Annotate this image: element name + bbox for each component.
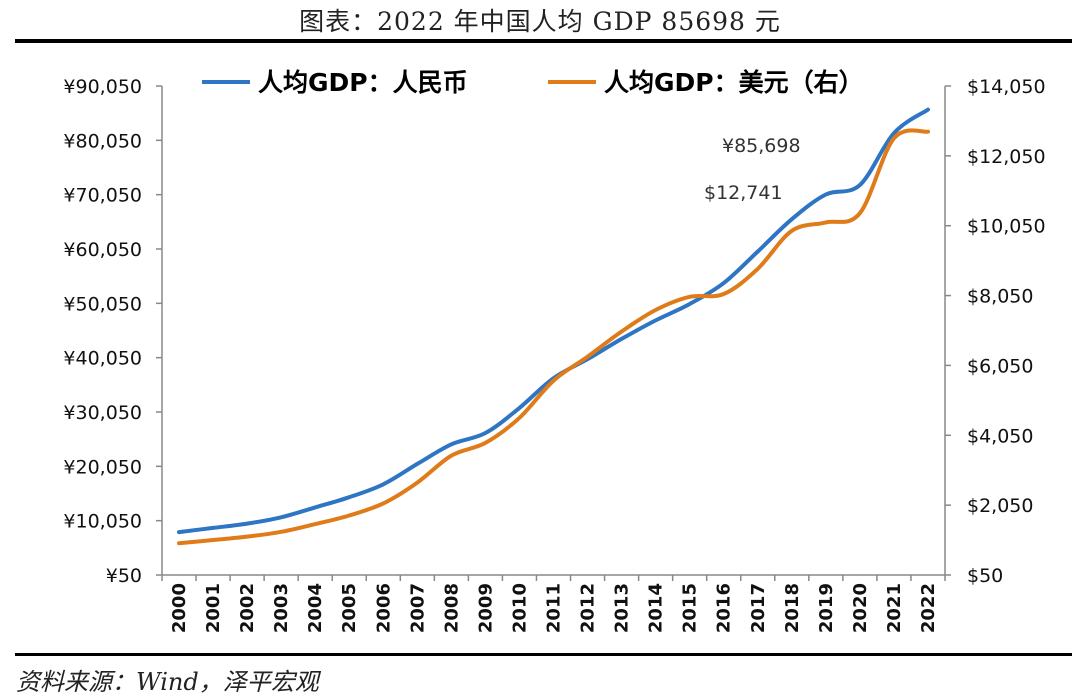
x-tick-label: 2016 bbox=[714, 583, 735, 633]
right-tick-label: $6,050 bbox=[967, 355, 1033, 377]
bottom-rule bbox=[15, 653, 1072, 656]
x-tick-label: 2000 bbox=[169, 583, 190, 633]
left-tick-label: ¥80,050 bbox=[63, 130, 142, 152]
x-tick-label: 2018 bbox=[782, 583, 803, 633]
x-tick-label: 2002 bbox=[237, 583, 258, 633]
right-tick-label: $4,050 bbox=[967, 425, 1033, 447]
left-tick-label: ¥70,050 bbox=[63, 185, 142, 207]
left-tick-label: ¥30,050 bbox=[63, 402, 142, 424]
dual-axis-line-chart: ¥50 ¥10,050 ¥20,050 ¥30,050 ¥40,050 ¥50,050 ¥6… bbox=[63, 68, 1046, 633]
right-tick-label: $2,050 bbox=[967, 495, 1033, 517]
x-tick-label: 2003 bbox=[271, 583, 292, 633]
legend-label-usd: 人均GDP：美元（右） bbox=[604, 68, 864, 97]
left-tick-label: ¥90,050 bbox=[63, 76, 142, 98]
left-tick-label: ¥20,050 bbox=[63, 456, 142, 478]
x-tick-label: 2009 bbox=[475, 583, 496, 633]
x-tick-label: 2019 bbox=[816, 583, 837, 633]
x-tick-label: 2022 bbox=[918, 583, 939, 633]
left-tick-label: ¥40,050 bbox=[63, 348, 142, 370]
x-tick-label: 2008 bbox=[441, 583, 462, 633]
right-tick-label: $12,050 bbox=[967, 146, 1046, 168]
x-tick-label: 2007 bbox=[407, 583, 428, 633]
x-tick-label: 2001 bbox=[203, 583, 224, 633]
x-tick-label: 2020 bbox=[850, 583, 871, 633]
series-line-usd bbox=[177, 128, 930, 546]
x-tick-label: 2006 bbox=[373, 583, 394, 633]
x-tick-label: 2017 bbox=[748, 583, 769, 633]
left-tick-label: ¥10,050 bbox=[63, 511, 142, 533]
annotation-usd-2022: $12,741 bbox=[704, 182, 783, 204]
left-tick-label: ¥50 bbox=[106, 565, 142, 587]
chart-title: 图表：2022 年中国人均 GDP 85698 元 bbox=[299, 7, 781, 36]
x-tick-label: 2012 bbox=[578, 583, 599, 633]
x-tick-label: 2005 bbox=[339, 583, 360, 633]
left-tick-label: ¥50,050 bbox=[63, 293, 142, 315]
right-tick-label: $10,050 bbox=[967, 216, 1046, 238]
left-tick-label: ¥60,050 bbox=[63, 239, 142, 261]
x-tick-label: 2004 bbox=[305, 583, 326, 633]
right-tick-label: $14,050 bbox=[967, 76, 1046, 98]
x-tick-label: 2021 bbox=[884, 583, 905, 633]
x-tick-label: 2014 bbox=[646, 583, 667, 633]
x-tick-label: 2011 bbox=[544, 583, 565, 633]
x-tick-label: 2010 bbox=[509, 583, 530, 633]
right-tick-label: $8,050 bbox=[967, 286, 1033, 308]
annotation-rmb-2022: ¥85,698 bbox=[722, 135, 801, 157]
source-note: 资料来源：Wind，泽平宏观 bbox=[16, 668, 319, 696]
x-tick-label: 2013 bbox=[612, 583, 633, 633]
legend-label-rmb: 人均GDP：人民币 bbox=[258, 68, 468, 97]
x-tick-label: 2015 bbox=[680, 583, 701, 633]
right-tick-label: $50 bbox=[967, 565, 1003, 587]
top-rule bbox=[15, 39, 1072, 43]
legend: 人均GDP：人民币 人均GDP：美元（右） bbox=[202, 68, 864, 97]
series-line-rmb bbox=[177, 107, 930, 535]
